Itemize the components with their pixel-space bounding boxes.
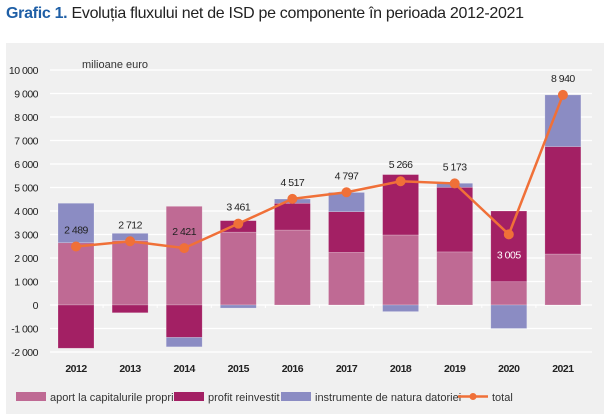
legend-swatch-2 bbox=[281, 392, 311, 401]
legend-label: profit reinvestit bbox=[208, 392, 280, 404]
bar-aport-la-capitalurile-proprii-2015 bbox=[220, 231, 257, 306]
y-tick-label: 8 000 bbox=[14, 112, 38, 124]
legend-label: instrumente de natura datoriei bbox=[315, 392, 461, 404]
total-point-2016 bbox=[287, 193, 298, 204]
total-point-2014 bbox=[179, 243, 190, 254]
chart-title: Grafic 1. Evoluția fluxului net de ISD p… bbox=[6, 5, 524, 23]
bar-instrumente-de-natura-datoriei-2018 bbox=[382, 304, 419, 312]
y-tick-label: 10 000 bbox=[9, 65, 39, 77]
bar-aport-la-capitalurile-proprii-2016 bbox=[274, 229, 311, 306]
chart-number: Grafic 1. bbox=[6, 5, 68, 22]
total-point-2019 bbox=[449, 178, 460, 189]
bar-instrumente-de-natura-datoriei-2014 bbox=[165, 337, 203, 348]
y-tick-label: 2 000 bbox=[14, 253, 38, 265]
total-line bbox=[75, 94, 565, 250]
bar-aport-la-capitalurile-proprii-2012 bbox=[57, 242, 95, 306]
y-tick-label: 6 000 bbox=[14, 159, 38, 171]
total-data-label: 3 461 bbox=[226, 202, 250, 214]
total-data-label: 5 266 bbox=[389, 159, 413, 171]
total-data-label: 4 797 bbox=[335, 170, 359, 182]
bar-aport-la-capitalurile-proprii-2013 bbox=[111, 240, 149, 306]
y-tick-label: -1 000 bbox=[11, 324, 38, 336]
bar-aport-la-capitalurile-proprii-2018 bbox=[382, 234, 419, 306]
legend-label: total bbox=[492, 392, 513, 404]
y-tick-label: 9 000 bbox=[14, 89, 38, 101]
total-point-2012 bbox=[71, 241, 81, 252]
total-data-label: 2 421 bbox=[172, 226, 196, 238]
bar-profit-reinvestit-2012 bbox=[57, 304, 95, 349]
bar-profit-reinvestit-2014 bbox=[165, 304, 203, 338]
bar-aport-la-capitalurile-proprii-2014 bbox=[165, 206, 203, 306]
total-data-label: 3 005 bbox=[497, 249, 521, 261]
x-tick-label: 2014 bbox=[174, 363, 196, 375]
bar-instrumente-de-natura-datoriei-2012 bbox=[57, 202, 95, 244]
bar-aport-la-capitalurile-proprii-2019 bbox=[436, 251, 474, 306]
x-tick-label: 2012 bbox=[65, 363, 87, 375]
bar-profit-reinvestit-2013 bbox=[111, 304, 149, 314]
bar-instrumente-de-natura-datoriei-2015 bbox=[220, 304, 257, 309]
total-point-2020 bbox=[503, 229, 514, 240]
y-tick-label: 3 000 bbox=[14, 230, 38, 242]
total-data-label: 4 517 bbox=[281, 177, 305, 189]
bar-profit-reinvestit-2021 bbox=[544, 146, 582, 255]
total-point-2021 bbox=[557, 89, 568, 100]
total-point-2013 bbox=[125, 236, 136, 247]
y-tick-label: 1 000 bbox=[14, 277, 38, 289]
unit-label: milioane euro bbox=[82, 59, 148, 71]
x-tick-label: 2015 bbox=[228, 363, 250, 375]
y-tick-label: 0 bbox=[33, 300, 39, 312]
x-tick-label: 2020 bbox=[498, 363, 520, 375]
y-tick-label: -2 000 bbox=[11, 347, 38, 359]
total-point-2018 bbox=[395, 176, 406, 187]
total-data-label: 2 712 bbox=[118, 219, 142, 231]
x-tick-label: 2013 bbox=[119, 363, 141, 375]
total-data-label: 8 940 bbox=[551, 73, 575, 85]
bar-aport-la-capitalurile-proprii-2017 bbox=[328, 252, 365, 306]
bar-profit-reinvestit-2019 bbox=[436, 186, 474, 253]
y-tick-label: 5 000 bbox=[14, 183, 38, 195]
total-point-2017 bbox=[341, 187, 352, 198]
total-point-2015 bbox=[233, 218, 244, 229]
bar-profit-reinvestit-2017 bbox=[328, 211, 365, 253]
total-data-label: 2 489 bbox=[64, 225, 88, 237]
x-tick-label: 2016 bbox=[282, 363, 304, 375]
bar-instrumente-de-natura-datoriei-2020 bbox=[490, 304, 528, 329]
y-tick-label: 4 000 bbox=[14, 206, 38, 218]
bar-profit-reinvestit-2016 bbox=[274, 202, 311, 231]
bar-aport-la-capitalurile-proprii-2020 bbox=[490, 281, 528, 306]
bar-instrumente-de-natura-datoriei-2021 bbox=[544, 94, 582, 147]
x-tick-label: 2017 bbox=[336, 363, 358, 375]
legend-label: aport la capitalurile proprii bbox=[50, 392, 176, 404]
chart-title-text: Evoluția fluxului net de ISD pe componen… bbox=[71, 5, 525, 22]
bar-aport-la-capitalurile-proprii-2021 bbox=[544, 253, 582, 306]
x-tick-label: 2019 bbox=[444, 363, 466, 375]
legend-swatch-1 bbox=[174, 392, 204, 401]
y-tick-label: 7 000 bbox=[14, 136, 38, 148]
total-data-label: 5 173 bbox=[443, 161, 467, 173]
x-tick-label: 2021 bbox=[552, 363, 574, 375]
legend-swatch-0 bbox=[16, 392, 46, 401]
x-tick-label: 2018 bbox=[390, 363, 412, 375]
legend-marker-icon bbox=[469, 393, 477, 400]
